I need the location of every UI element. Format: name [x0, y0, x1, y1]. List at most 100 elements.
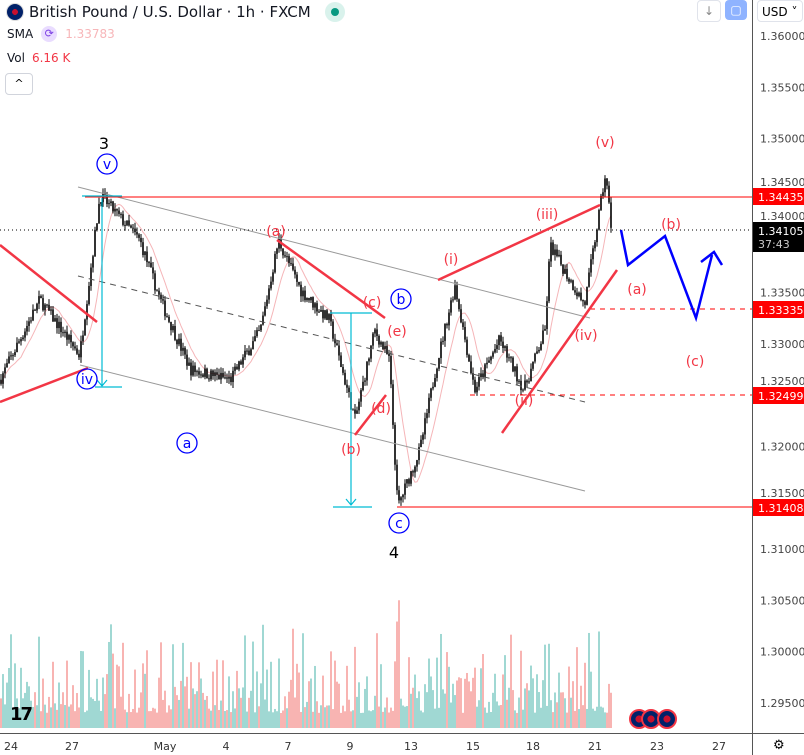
wave-label-minor-c: (c) [363, 295, 382, 311]
wave-label-minor-a: (a) [266, 224, 286, 240]
candle-body [530, 368, 532, 382]
wave-label-ii: (ii) [515, 393, 534, 409]
volume-bar [446, 652, 448, 728]
sma-legend[interactable]: SMA ⟳ 1.33783 [7, 26, 115, 42]
candle-body [250, 349, 252, 355]
volume-bar [406, 706, 408, 728]
volume-bar [252, 641, 254, 728]
volume-bar [204, 699, 206, 728]
volume-bar [566, 712, 568, 728]
volume-bar [62, 692, 64, 728]
candle-body [106, 194, 108, 205]
fullscreen-icon[interactable]: ▢ [725, 0, 747, 20]
candle-body [314, 303, 316, 308]
volume-bar [544, 644, 546, 728]
candle-body [148, 262, 150, 264]
channel-upper [77, 186, 591, 319]
candle-body [290, 263, 292, 265]
volume-bar [410, 693, 412, 728]
level-label-1: 1.34435 [758, 191, 804, 204]
candle-body [80, 341, 82, 358]
candle-body [210, 370, 212, 380]
candle-body [308, 297, 310, 301]
volume-bar [464, 678, 466, 728]
uk-event-icon[interactable] [657, 709, 677, 729]
volume-bar [286, 708, 288, 728]
currency-select[interactable]: USD ˅ [757, 0, 803, 22]
volume-bar [208, 708, 210, 728]
candle-body [454, 285, 456, 300]
volume-bar [306, 701, 308, 728]
volume-bar [422, 712, 424, 728]
candle-body [258, 330, 260, 332]
candle-body [588, 272, 590, 287]
candle-body [168, 316, 170, 322]
volume-bar [346, 665, 348, 728]
price-tick: 1.34500 [760, 176, 804, 189]
volume-bar [264, 699, 266, 728]
volume-bar [18, 708, 20, 728]
refresh-icon[interactable]: ⟳ [41, 26, 58, 42]
volume-bar [592, 708, 594, 728]
volume-bar [518, 697, 520, 728]
volume-bar [146, 650, 148, 728]
volume-bar [356, 696, 358, 728]
volume-bar [158, 677, 160, 728]
volume-bar [182, 642, 184, 728]
candle-body [34, 309, 36, 311]
candle-body [52, 309, 54, 322]
volume-bar [136, 712, 138, 728]
volume-bar [212, 671, 214, 728]
candle-body [576, 292, 578, 297]
volume-bar [194, 694, 196, 728]
candle-body [528, 381, 530, 383]
volume-bar [384, 707, 386, 728]
volume-bar [92, 698, 94, 728]
candle-body [134, 228, 136, 233]
candle-body [12, 355, 14, 357]
candle-body [58, 321, 60, 329]
candle-body [150, 262, 152, 268]
candle-body [516, 366, 518, 382]
volume-bar [254, 712, 256, 728]
arrow-down-icon[interactable]: ↓ [697, 0, 721, 22]
candle-body [522, 389, 524, 391]
wave-label-minor-e: (e) [387, 324, 407, 340]
candle-body [404, 483, 406, 495]
volume-bar [512, 690, 514, 728]
chevron-up-icon[interactable]: ^ [5, 73, 33, 95]
volume-bar [238, 688, 240, 728]
candle-body [482, 373, 484, 377]
volume-bar [334, 660, 336, 728]
volume-bar [362, 712, 364, 728]
candle-body [596, 229, 598, 243]
gear-icon[interactable]: ⚙ [773, 738, 785, 753]
wave-label-4: 4 [389, 543, 399, 562]
candle-body [598, 209, 600, 230]
symbol-header[interactable]: British Pound / U.S. Dollar · 1h · FXCM [6, 2, 345, 22]
volume-bar [60, 704, 62, 728]
volume-bar [460, 678, 462, 728]
candle-body [24, 331, 26, 338]
candle-body [46, 304, 48, 306]
candle-body [176, 339, 178, 345]
candle-body [178, 338, 180, 345]
candle-body [248, 350, 250, 355]
symbol-title[interactable]: British Pound / U.S. Dollar · 1h · FXCM [29, 3, 311, 21]
volume-bar [408, 657, 410, 728]
candle-body [10, 355, 12, 357]
candle-body [154, 273, 156, 291]
volume-bar [222, 660, 224, 728]
volume-bar [282, 710, 284, 728]
volume-bar [344, 711, 346, 728]
candle-body [450, 300, 452, 313]
volume-legend[interactable]: Vol 6.16 K [7, 51, 70, 65]
candle-body [558, 254, 560, 257]
candle-body [460, 309, 462, 323]
volume-bar [332, 709, 334, 728]
volume-bar [152, 707, 154, 728]
date-tick: 13 [404, 740, 418, 753]
volume-bar [330, 651, 332, 728]
candle-body [514, 366, 516, 372]
